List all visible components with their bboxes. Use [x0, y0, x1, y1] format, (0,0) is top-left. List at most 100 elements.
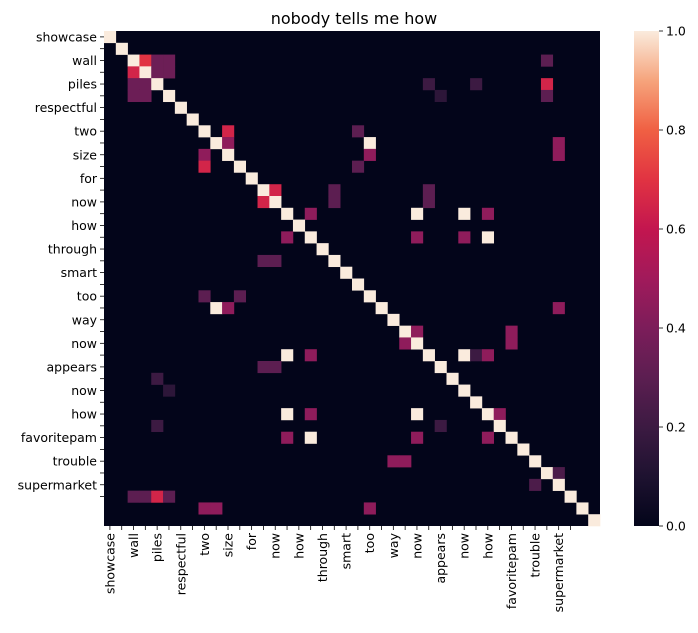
heatmap-cell — [434, 361, 447, 374]
heatmap-cell — [139, 54, 152, 67]
x-tick-label: now — [457, 533, 472, 559]
heatmap-cell — [257, 361, 270, 374]
y-tick-label: now — [71, 336, 97, 351]
heatmap-cell — [505, 431, 518, 444]
heatmap-cell — [588, 514, 601, 527]
heatmap-cell — [540, 467, 554, 480]
heatmap-cell — [552, 148, 565, 161]
x-tick-label: how — [480, 533, 495, 559]
heatmap-cell — [151, 54, 164, 67]
y-tick-label: now — [71, 383, 97, 398]
colorbar-tick-label: 0.2 — [666, 420, 686, 435]
heatmap-cell — [540, 78, 554, 91]
heatmap-cell — [505, 337, 518, 350]
y-tick-label: through — [48, 242, 97, 257]
heatmap-cell — [281, 231, 294, 244]
heatmap-cell — [446, 372, 459, 385]
x-tick-label: wall — [126, 533, 141, 558]
heatmap-cell — [422, 78, 435, 91]
heatmap-cell — [222, 125, 235, 138]
y-tick-label: favoritepam — [21, 430, 97, 445]
x-tick-label: size — [221, 533, 236, 558]
heatmap-cell — [363, 290, 376, 303]
heatmap-cell — [163, 54, 176, 67]
heatmap-cell — [127, 66, 140, 79]
heatmap-cell — [352, 160, 365, 173]
heatmap-cell — [210, 502, 223, 515]
heatmap-cell — [269, 196, 282, 209]
heatmap-cell — [411, 408, 424, 421]
heatmap-cell — [470, 349, 483, 362]
heatmap-cell — [552, 302, 565, 315]
heatmap-cell — [470, 78, 483, 91]
heatmap-cell — [174, 101, 187, 114]
y-tick-label: for — [80, 171, 98, 186]
heatmap-cell — [222, 302, 235, 315]
heatmap-cell — [411, 337, 424, 350]
x-tick-label: way — [386, 532, 401, 558]
heatmap-cell — [233, 160, 247, 173]
heatmap-cell — [281, 408, 294, 421]
heatmap-cell — [198, 502, 211, 515]
heatmap-cell — [470, 396, 483, 409]
heatmap-cell — [151, 490, 164, 503]
heatmap-cell — [352, 125, 365, 138]
heatmap-cell — [222, 148, 235, 161]
heatmap-cell — [422, 196, 435, 209]
heatmap-cell — [458, 231, 471, 244]
x-tick-label: now — [268, 533, 283, 559]
heatmap-cell — [458, 349, 471, 362]
heatmap-cell — [434, 89, 447, 103]
heatmap-cell — [529, 455, 542, 468]
heatmap-cells — [104, 31, 601, 527]
heatmap-cell — [328, 184, 341, 197]
heatmap-cell — [576, 502, 589, 515]
colorbar-tick-label: 0.8 — [666, 123, 686, 138]
heatmap-cell — [304, 408, 317, 421]
heatmap-cell — [505, 325, 518, 338]
heatmap-cell — [399, 325, 412, 338]
x-tick-label: for — [244, 532, 259, 550]
colorbar-tick-label: 0.0 — [666, 519, 686, 534]
heatmap-cell — [151, 66, 164, 79]
y-tick-label: piles — [68, 77, 97, 92]
colorbar-tick-label: 0.4 — [666, 321, 686, 336]
x-tick-label: respectful — [173, 533, 188, 595]
heatmap-cell — [151, 419, 164, 433]
y-tick-label: size — [73, 147, 98, 162]
heatmap-cell — [316, 243, 329, 256]
heatmap-cell — [222, 137, 235, 150]
heatmap-cell — [304, 349, 317, 362]
heatmap-cell — [127, 89, 140, 103]
heatmap-cell — [127, 78, 140, 91]
heatmap-cell — [564, 490, 577, 503]
x-tick-label: smart — [339, 533, 354, 569]
heatmap-cell — [281, 431, 294, 444]
heatmap-cell — [163, 384, 176, 397]
y-tick-label: wall — [72, 53, 97, 68]
heatmap-cell — [257, 254, 270, 268]
y-tick-label: too — [77, 289, 97, 304]
y-tick-label: showcase — [36, 29, 97, 44]
heatmap-cell — [411, 431, 424, 444]
heatmap-cell — [493, 408, 506, 421]
y-tick-label: how — [71, 218, 97, 233]
heatmap-cell — [151, 78, 164, 91]
y-tick-label: appears — [46, 359, 97, 374]
heatmap-cell — [210, 302, 223, 315]
x-tick-label: supermarket — [551, 533, 566, 612]
heatmap-cell — [233, 290, 247, 303]
y-tick-label: trouble — [53, 454, 98, 469]
heatmap-cell — [304, 207, 317, 220]
heatmap-cell — [481, 408, 495, 421]
heatmap-cell — [210, 137, 223, 150]
heatmap-cell — [552, 478, 565, 491]
heatmap-cell — [139, 66, 152, 79]
heatmap-cell — [458, 384, 471, 397]
heatmap-cell — [163, 89, 176, 103]
heatmap-cell — [387, 455, 400, 468]
x-tick-label: how — [291, 533, 306, 559]
heatmap-cell — [422, 349, 435, 362]
x-tick-label: too — [362, 533, 377, 553]
heatmap-cell — [257, 196, 270, 209]
